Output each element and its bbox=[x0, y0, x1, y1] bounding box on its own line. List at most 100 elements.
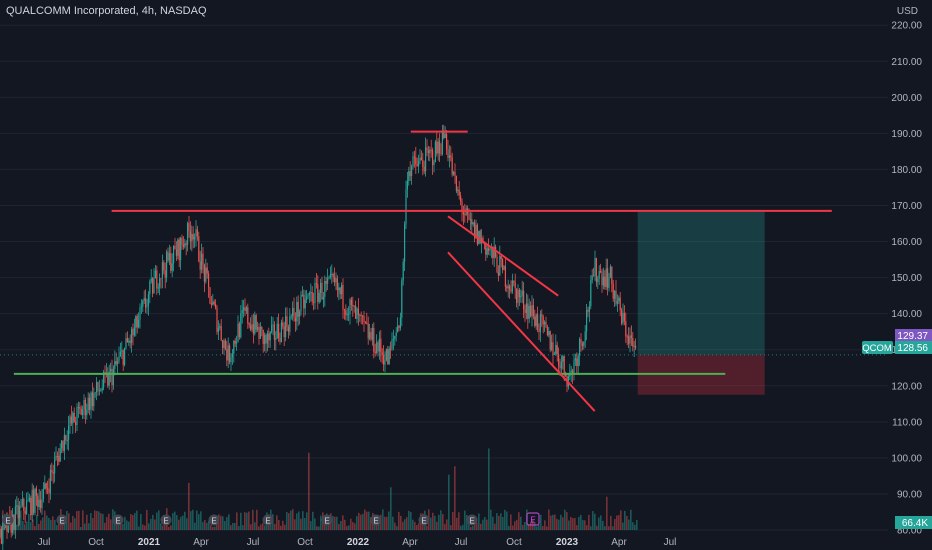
time-tick-label: Apr bbox=[193, 537, 209, 548]
candle-body bbox=[100, 390, 102, 392]
volume-bar bbox=[28, 513, 30, 530]
candle-body bbox=[184, 243, 186, 247]
time-tick-label: Jul bbox=[247, 537, 260, 548]
volume-bar bbox=[336, 516, 338, 530]
candle-body bbox=[496, 256, 498, 273]
candle-body bbox=[619, 297, 621, 311]
candle-body bbox=[115, 361, 117, 364]
candle-body bbox=[346, 314, 348, 316]
candle-body bbox=[497, 272, 499, 276]
candle-body bbox=[495, 246, 497, 257]
volume-bar bbox=[84, 523, 86, 530]
candle-body bbox=[476, 224, 478, 245]
candle-body bbox=[486, 248, 488, 255]
earnings-event-icon: E bbox=[466, 514, 478, 526]
candle-body bbox=[499, 256, 501, 276]
candle-body bbox=[168, 253, 170, 261]
candle-body bbox=[35, 488, 37, 496]
candle-body bbox=[616, 301, 618, 304]
candle-body bbox=[114, 361, 116, 369]
candle-body bbox=[363, 316, 365, 322]
candle-body bbox=[395, 332, 397, 337]
volume-bar bbox=[474, 523, 476, 530]
candle-body bbox=[254, 315, 256, 334]
symbol-title[interactable]: QUALCOMM Incorporated, 4h, NASDAQ bbox=[6, 5, 207, 17]
time-tick-label: Jul bbox=[664, 537, 677, 548]
volume-bar bbox=[592, 511, 594, 530]
candle-body bbox=[297, 301, 299, 317]
candle-body bbox=[597, 278, 599, 283]
candle-body bbox=[98, 390, 100, 392]
candle-body bbox=[73, 412, 75, 423]
volume-bar bbox=[426, 525, 428, 530]
candle-body bbox=[272, 324, 274, 326]
volume-bar bbox=[160, 523, 162, 530]
volume-bar bbox=[138, 526, 140, 530]
earnings-event-label: E bbox=[421, 517, 426, 526]
alert-price-tag bbox=[895, 329, 932, 342]
candle-body bbox=[76, 407, 78, 426]
candle-body bbox=[563, 356, 565, 373]
volume-bar bbox=[354, 523, 356, 530]
candle-body bbox=[353, 305, 355, 307]
candle-body bbox=[75, 422, 77, 426]
volume-bar bbox=[146, 509, 148, 530]
volume-bar bbox=[208, 520, 210, 530]
candle-body bbox=[47, 488, 49, 490]
time-tick-label: Apr bbox=[402, 537, 418, 548]
volume-tag bbox=[895, 516, 932, 529]
candle-body bbox=[202, 253, 204, 265]
time-tick-label: 2021 bbox=[138, 537, 161, 548]
volume-bar bbox=[504, 509, 506, 530]
volume-bar bbox=[552, 514, 554, 530]
earnings-event-label: E bbox=[163, 517, 168, 526]
candle-body bbox=[59, 448, 61, 462]
long-position-tool[interactable] bbox=[637, 210, 765, 395]
candle-body bbox=[208, 273, 210, 288]
candle-body bbox=[12, 514, 14, 533]
candle-body bbox=[411, 166, 413, 177]
volume-bar bbox=[214, 526, 216, 530]
upcoming-earnings-label: E bbox=[530, 516, 535, 525]
time-scale[interactable]: Jul Oct 2021 Apr Jul Oct 2022 Apr Jul Oct 2023 Apr J… bbox=[38, 537, 677, 548]
price-tick-label: 120.00 bbox=[891, 381, 922, 392]
drawings[interactable] bbox=[0, 130, 888, 412]
ticker-tag bbox=[862, 341, 893, 354]
candle-body bbox=[77, 407, 79, 409]
candle-body bbox=[562, 356, 564, 362]
candle-body bbox=[443, 130, 445, 139]
candle-body bbox=[51, 470, 53, 473]
volume-bar bbox=[168, 526, 170, 530]
candle-body bbox=[471, 219, 473, 225]
volume-bar bbox=[450, 525, 452, 530]
candle-body bbox=[429, 149, 431, 154]
candle-body bbox=[286, 316, 288, 328]
volume-bar bbox=[170, 525, 172, 530]
candle-body bbox=[118, 356, 120, 362]
candle-body bbox=[314, 283, 316, 303]
candle-body bbox=[387, 349, 389, 365]
candle-body bbox=[213, 301, 215, 305]
candle-body bbox=[335, 278, 337, 283]
candle-body bbox=[27, 500, 29, 502]
candle-body bbox=[203, 264, 205, 282]
candle-body bbox=[42, 489, 44, 499]
volume-bar bbox=[276, 515, 278, 530]
candle-body bbox=[433, 162, 435, 166]
volume-bar bbox=[256, 509, 258, 530]
earnings-event-label: E bbox=[469, 517, 474, 526]
price-scale[interactable]: 220.00 210.00 200.00 190.00 180.00 170.00 160.… bbox=[891, 21, 922, 537]
volume-bar bbox=[150, 518, 152, 530]
candle-body bbox=[40, 499, 42, 509]
candle-body bbox=[584, 331, 586, 342]
volume-bar bbox=[632, 522, 634, 530]
volume-bar bbox=[56, 525, 58, 530]
earnings-event-label: E bbox=[324, 517, 329, 526]
candle-body bbox=[626, 336, 628, 338]
volume-bar bbox=[156, 512, 158, 530]
volume-bar bbox=[618, 515, 620, 530]
volume-bar bbox=[64, 524, 66, 530]
volume-bar bbox=[370, 517, 372, 530]
